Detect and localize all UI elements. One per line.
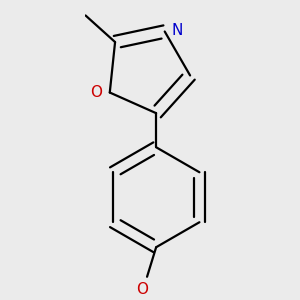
Text: N: N bbox=[172, 23, 183, 38]
Text: O: O bbox=[136, 282, 148, 297]
Text: O: O bbox=[90, 85, 102, 100]
